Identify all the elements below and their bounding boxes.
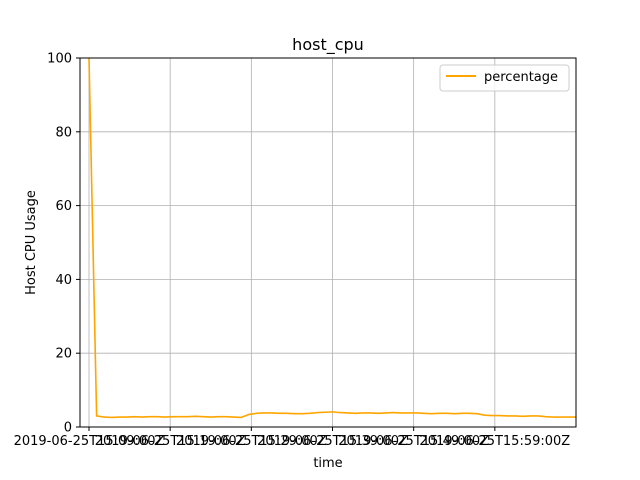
legend-box <box>439 64 570 92</box>
x-tick-label: 2019-06-25T15:59:00Z <box>419 434 570 449</box>
plot-frame <box>79 57 577 428</box>
series-line-percentage <box>88 58 576 419</box>
legend: percentage <box>439 64 570 92</box>
series-lines <box>88 58 576 419</box>
y-tick-label: 20 <box>55 347 72 362</box>
x-tick-label: 2019-06-25T15:29:00Z <box>176 434 327 449</box>
x-tick-label: 2019-06-25T15:19:00Z <box>95 434 246 449</box>
grid-lines <box>80 57 576 428</box>
y-tick-label: 80 <box>55 125 72 140</box>
x-tick-label: 2019-06-25T15:09:00Z <box>14 434 165 449</box>
x-tick-label: 2019-06-25T15:39:00Z <box>257 434 408 449</box>
x-axis-ticks: 2019-06-25T15:09:00Z2019-06-25T15:19:00Z… <box>14 427 570 449</box>
x-axis-label: time <box>313 456 342 471</box>
y-tick-label: 60 <box>55 199 72 214</box>
y-tick-label: 0 <box>64 421 72 436</box>
x-tick-label: 2019-06-25T15:49:00Z <box>338 434 489 449</box>
y-tick-label: 40 <box>55 273 72 288</box>
legend-label: percentage <box>484 70 558 85</box>
y-axis-label: Host CPU Usage <box>24 190 39 295</box>
y-tick-label: 100 <box>47 52 72 67</box>
chart-title: host_cpu <box>292 35 364 55</box>
y-axis-ticks: 0 20 40 60 80 100 <box>47 52 80 436</box>
